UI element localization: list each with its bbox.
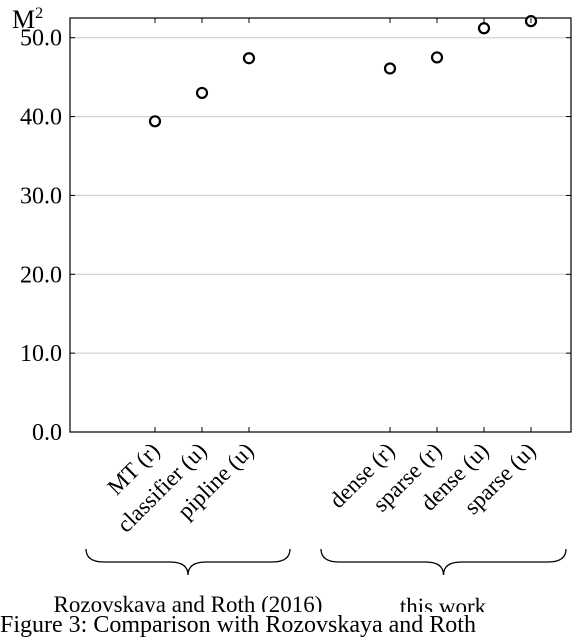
data-point (242, 52, 256, 65)
data-point (195, 86, 209, 100)
chart: 0.0 10.0 20.0 30.0 40.0 50.0 M2 MT (r)classif… (12, 5, 572, 612)
y-tick-label: 30.0 (20, 183, 62, 209)
category-labels: MT (r)classifier (u)pipline (u) dense (r)… (102, 438, 540, 537)
group-label: this work (400, 594, 487, 612)
data-point (430, 51, 444, 64)
y-tick-label: 50.0 (20, 26, 62, 52)
data-point (477, 22, 491, 35)
group-brace (85, 548, 291, 576)
data-points (148, 15, 538, 128)
group-annotations: Rozovskaya and Roth (2016) this work (54, 548, 567, 612)
axes (69, 17, 572, 433)
y-tick-label: 0.0 (32, 420, 62, 446)
y-ticks: 0.0 10.0 20.0 30.0 40.0 50.0 (20, 26, 571, 446)
y-axis-label: M2 (12, 5, 43, 34)
data-point (148, 115, 162, 128)
y-tick-label: 20.0 (20, 262, 62, 288)
group-label: Rozovskaya and Roth (2016) (54, 592, 323, 612)
y-tick-label: 10.0 (20, 341, 62, 367)
figure-caption: Figure 3: Comparison with Rozovskaya and… (0, 612, 476, 638)
group-brace (320, 548, 567, 576)
y-tick-label: 40.0 (20, 105, 62, 131)
gridlines (70, 37, 571, 354)
plot-frame (69, 17, 572, 433)
data-point (383, 62, 397, 75)
x-ticks (154, 18, 532, 432)
